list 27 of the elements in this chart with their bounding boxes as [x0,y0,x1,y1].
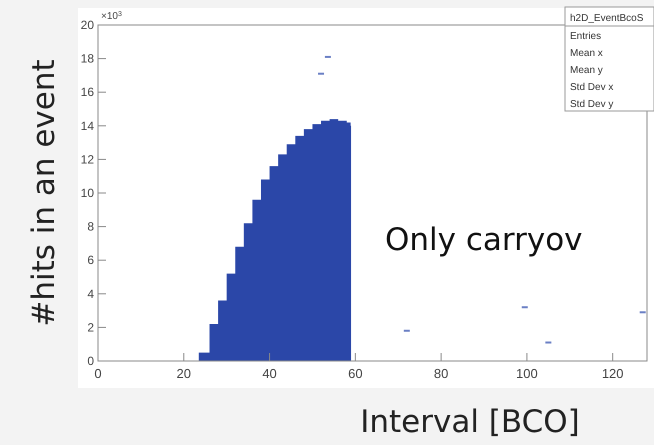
y-tick-label: 6 [87,253,94,268]
annotation: Entries [570,31,602,42]
annotation: Mean y [570,65,603,76]
y-tick-label: 8 [87,220,94,234]
x-tick-label: 20 [176,366,192,381]
y-axis-title: #hits in an event [26,59,62,327]
y-tick-label: 18 [80,52,94,66]
text: h2D_EventBcoS [570,13,644,24]
annotation: Std Dev x [570,82,614,93]
x-tick-label: 100 [516,366,538,381]
y-tick-label: 10 [80,186,94,200]
annotation: Std Dev y [570,99,614,110]
annotation: Only carryov [385,222,583,258]
x-tick-label: 40 [262,366,277,381]
x-tick-label: 60 [348,366,363,381]
text: ×10$^{3}$ [101,10,122,22]
x-tick-label: 80 [434,366,448,381]
x-tick-label: 120 [602,366,624,381]
y-tick-label: 2 [87,320,94,334]
y-tick-label: 14 [80,118,94,133]
x-axis-title: Interval [BCO] [360,404,580,440]
y-tick-label: 0 [87,354,94,368]
y-tick-label: 20 [80,18,94,32]
y-tick-label: 4 [87,286,94,301]
y-tick-label: 16 [80,85,94,100]
y-tick-label: 12 [80,152,94,166]
annotation: Mean x [570,48,603,59]
